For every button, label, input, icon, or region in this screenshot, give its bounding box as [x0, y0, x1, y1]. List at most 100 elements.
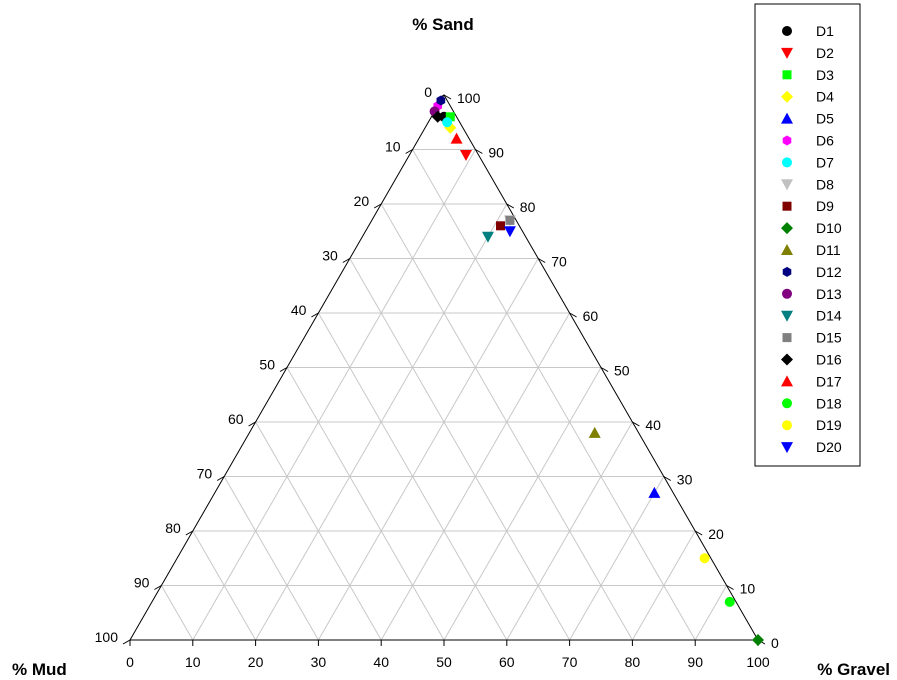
- legend-label-d4: D4: [816, 89, 834, 105]
- tick-label-mud-20: 20: [354, 193, 370, 209]
- tick-label-sand-20: 20: [708, 526, 724, 542]
- legend-marker-d14: [781, 310, 793, 322]
- tick-label-mud-90: 90: [134, 575, 150, 591]
- tick-mark-sand-20: [694, 530, 703, 536]
- legend-marker-d12: [782, 266, 792, 277]
- point-d10-0: [752, 634, 764, 646]
- tick-label-gravel-50: 50: [436, 654, 452, 670]
- legend-marker-d4: [781, 90, 793, 103]
- legend-label-d14: D14: [816, 308, 842, 324]
- point-d17-0: [450, 132, 463, 144]
- tick-labels: 0 0 0 10 10 10 20 20 20 30 30 30 40 40 40 50 50 50 60 60 60 7…: [95, 84, 779, 670]
- tick-label-gravel-80: 80: [625, 654, 641, 670]
- tick-label-sand-0: 0: [771, 635, 779, 651]
- grid-line-mud-80: [192, 530, 257, 641]
- point-d18-0: [724, 596, 735, 607]
- legend: D1 D2 D3 D4 D5 D6 D7 D8 D9 D10 D11 D12 D13 D14 D15 D16 D…: [754, 3, 861, 467]
- grid-line-mud-90: [160, 585, 194, 641]
- legend-label-d7: D7: [816, 154, 834, 170]
- point-d9-0: [496, 221, 506, 231]
- grid-line-gravel-50: [443, 367, 602, 641]
- tick-label-gravel-10: 10: [185, 654, 201, 670]
- tick-mark-sand-30: [663, 476, 672, 481]
- legend-label-d11: D11: [816, 242, 841, 258]
- legend-label-d12: D12: [816, 264, 842, 280]
- legend-marker-d3: [782, 70, 792, 80]
- tick-label-gravel-70: 70: [562, 654, 578, 670]
- legend-label-d2: D2: [816, 45, 834, 61]
- legend-label-d8: D8: [816, 176, 834, 192]
- tick-label-sand-100: 100: [457, 90, 481, 106]
- tick-label-sand-70: 70: [551, 254, 567, 270]
- tick-label-mud-50: 50: [259, 357, 275, 373]
- tick-mark-mud-60: [248, 421, 256, 427]
- legend-label-d10: D10: [816, 220, 842, 236]
- point-d15-0: [505, 215, 515, 225]
- point-d12-0: [436, 95, 446, 106]
- legend-marker-d20: [781, 442, 793, 454]
- legend-marker-d7: [782, 157, 792, 168]
- tick-label-sand-60: 60: [583, 308, 599, 324]
- tick-mark-sand-60: [569, 312, 577, 318]
- legend-marker-d19: [782, 420, 792, 431]
- axis-title-sand: % Sand: [412, 15, 473, 34]
- tick-label-mud-60: 60: [228, 411, 244, 427]
- tick-label-mud-30: 30: [322, 248, 338, 264]
- tick-label-gravel-0: 0: [126, 654, 134, 670]
- legend-box: [754, 3, 861, 467]
- point-d2-0: [459, 149, 472, 161]
- tick-label-sand-90: 90: [488, 145, 504, 161]
- legend-label-d19: D19: [816, 417, 842, 433]
- tick-mark-mud-90: [154, 585, 162, 590]
- tick-label-sand-80: 80: [520, 199, 536, 215]
- grid-line-mud-30: [349, 258, 571, 641]
- tick-label-gravel-20: 20: [248, 654, 264, 670]
- tick-mark-mud-40: [311, 312, 319, 318]
- legend-label-d3: D3: [816, 67, 834, 83]
- tick-label-mud-10: 10: [385, 139, 401, 155]
- tick-label-gravel-60: 60: [499, 654, 515, 670]
- axis-title-mud: % Mud: [12, 660, 67, 679]
- point-d14-0: [481, 231, 494, 243]
- tick-mark-mud-80: [185, 530, 194, 536]
- tick-label-gravel-90: 90: [687, 654, 703, 670]
- tick-label-gravel-100: 100: [746, 654, 770, 670]
- legend-marker-d8: [781, 179, 793, 191]
- legend-label-d17: D17: [816, 373, 842, 389]
- legend-marker-d15: [782, 333, 792, 343]
- legend-marker-d1: [782, 26, 792, 36]
- tick-label-sand-40: 40: [645, 417, 661, 433]
- legend-marker-d6: [782, 135, 792, 146]
- legend-marker-d10: [781, 222, 793, 235]
- tick-label-sand-30: 30: [677, 472, 693, 488]
- legend-marker-d16: [781, 353, 793, 366]
- tick-label-mud-40: 40: [291, 302, 307, 318]
- tick-mark-sand-50: [600, 367, 609, 372]
- legend-label-d5: D5: [816, 111, 834, 127]
- tick-mark-sand-40: [632, 421, 640, 427]
- grid-line-gravel-60: [506, 421, 633, 641]
- tick-mark-mud-50: [279, 367, 288, 372]
- legend-label-d1: D1: [816, 23, 834, 39]
- data-points: [429, 95, 764, 646]
- tick-mark-sand-100: [443, 94, 452, 100]
- tick-mark-mud-10: [405, 149, 413, 154]
- legend-marker-d18: [782, 398, 792, 409]
- grid-line-gravel-90: [694, 585, 728, 641]
- point-d7-0: [442, 117, 453, 128]
- grid-line-mud-60: [255, 421, 382, 641]
- axis-title-gravel: % Gravel: [817, 660, 890, 679]
- legend-marker-d17: [781, 375, 793, 387]
- legend-marker-d2: [781, 47, 793, 59]
- tick-mark-mud-30: [342, 258, 351, 263]
- grid-line-gravel-30: [317, 258, 539, 641]
- tick-mark-mud-20: [373, 203, 382, 209]
- tick-label-sand-10: 10: [740, 581, 756, 597]
- grid-line-mud-50: [286, 367, 445, 641]
- grid-line-gravel-80: [631, 530, 696, 641]
- point-d11-0: [588, 426, 601, 438]
- grid: [160, 149, 728, 641]
- grid-line-mud-70: [223, 476, 319, 641]
- legend-marker-d9: [782, 201, 792, 211]
- grid-line-gravel-10: [192, 149, 476, 641]
